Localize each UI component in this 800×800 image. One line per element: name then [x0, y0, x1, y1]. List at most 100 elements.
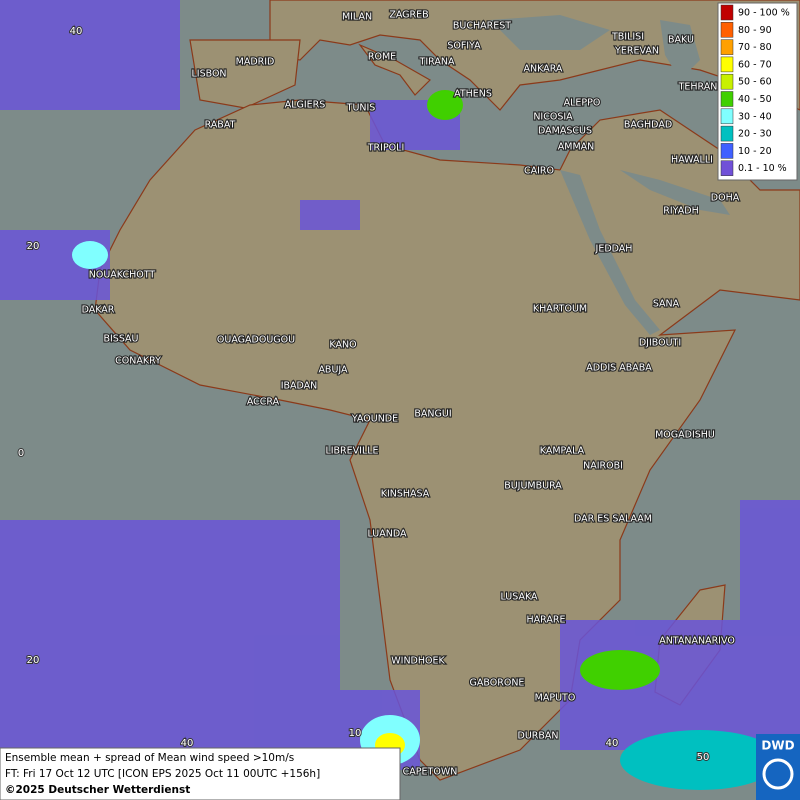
city-label: BUCHAREST	[453, 21, 511, 32]
city-label: ALEPPO	[564, 98, 601, 109]
city-label: JEDDAH	[595, 244, 633, 255]
city-label: LISBON	[191, 69, 226, 80]
legend-label: 0.1 - 10 %	[738, 163, 787, 174]
red-sea	[560, 170, 660, 335]
city-label: ANKARA	[524, 64, 563, 75]
legend-swatch	[720, 73, 734, 90]
grid-label: 10	[349, 728, 362, 739]
city-label: DAR ES SALAAM	[574, 514, 652, 525]
legend-label: 60 - 70	[738, 59, 772, 70]
gulf	[620, 170, 730, 215]
city-label: LUANDA	[367, 529, 407, 540]
logo: DWD	[761, 739, 794, 753]
city-label: BANGUI	[414, 409, 451, 420]
city-label: YEREVAN	[614, 46, 659, 57]
legend-label: 20 - 30	[738, 129, 772, 140]
legend-swatch	[720, 143, 734, 159]
city-label: CAIRO	[524, 166, 554, 177]
city-label: NAIROBI	[583, 461, 623, 472]
legend-label: 70 - 80	[738, 42, 772, 53]
legend-label: 10 - 20	[738, 146, 772, 157]
city-label: NOUAKCHOTT	[89, 270, 156, 281]
city-label: ROME	[368, 52, 396, 63]
italy	[358, 43, 431, 96]
logo-icon	[762, 758, 794, 790]
city-label: MAPUTO	[535, 693, 576, 704]
city-label: KAMPALA	[540, 446, 585, 457]
city-label: SANA	[653, 299, 680, 310]
city-label: MOGADISHU	[655, 430, 715, 441]
city-label: HARARE	[527, 615, 566, 626]
legend-swatch	[720, 4, 734, 21]
city-label: NICOSIA	[533, 112, 573, 123]
city-label: IBADAN	[281, 381, 318, 392]
city-label: YAOUNDE	[351, 414, 398, 425]
footer-line: Ensemble mean + spread of Mean wind spee…	[5, 752, 294, 764]
city-label: ANTANANARIVO	[659, 636, 735, 647]
caspian	[660, 20, 700, 80]
city-label: ACCRA	[247, 397, 280, 408]
city-label: DAKAR	[82, 305, 115, 316]
legend-label: 50 - 60	[738, 77, 772, 88]
city-label: MADRID	[236, 57, 275, 68]
legend-swatch	[720, 56, 734, 73]
legend-swatch	[720, 22, 734, 38]
legend-swatch	[720, 91, 734, 107]
city-label: BAGHDAD	[624, 120, 672, 131]
city-label: BUJUMBURA	[504, 481, 562, 492]
legend-label: 30 - 40	[738, 111, 772, 122]
city-label: TBILISI	[611, 32, 644, 43]
city-label: LUSAKA	[500, 592, 538, 603]
city-label: CONAKRY	[115, 356, 161, 367]
city-label: RABAT	[205, 120, 236, 131]
legend-swatch	[720, 160, 734, 176]
city-label: LIBREVILLE	[325, 446, 378, 457]
grid-label: 40	[70, 26, 83, 37]
city-label: ATHENS	[454, 89, 492, 100]
legend-label: 40 - 50	[738, 94, 772, 105]
wind-core	[72, 90, 780, 790]
city-label: HAWALLI	[671, 155, 713, 166]
city-label: DOHA	[711, 193, 740, 204]
city-label: KANO	[329, 340, 356, 351]
city-label: ZAGREB	[389, 10, 428, 21]
city-label: TRIPOLI	[367, 143, 405, 154]
city-label: RIYADH	[663, 206, 698, 217]
city-label: AMMAN	[558, 142, 595, 153]
city-labels: MILAN ZAGREB BUCHAREST TBILISI BAKU SOFIYA YER…	[80, 8, 740, 778]
city-label: CAPETOWN	[403, 767, 458, 778]
legend: 90 - 100 % 80 - 90 70 - 80 60 - 70 50 - 60 40…	[720, 4, 790, 176]
footer-box	[0, 747, 401, 800]
city-label: ABUJA	[318, 365, 348, 376]
black-sea	[490, 15, 610, 50]
grid-label: 50	[697, 752, 710, 763]
city-label: DURBAN	[518, 731, 559, 742]
legend-swatch	[720, 39, 734, 55]
city-label: TIRANA	[419, 57, 455, 68]
grid-label: 0	[18, 448, 24, 459]
city-label: OUAGADOUGOU	[217, 335, 295, 346]
footer-line: FT: Fri 17 Oct 12 UTC [ICON EPS 2025 Oct…	[5, 768, 320, 780]
grid-label: 40	[181, 738, 194, 749]
legend-label: 90 - 100 %	[738, 8, 790, 19]
inland-seas	[490, 15, 730, 335]
grid-labels: 40 20 0 20 40 10 40 50	[17, 25, 711, 764]
legend-label: 80 - 90	[738, 25, 772, 36]
grid-label: 40	[606, 738, 619, 749]
wind-spread	[0, 0, 800, 770]
city-label: SOFIYA	[447, 41, 481, 52]
grid-label: 20	[27, 655, 40, 666]
city-label: TEHRAN	[678, 82, 718, 93]
grid-label: 20	[27, 241, 40, 252]
footer-line: ©2025 Deutscher Wetterdienst	[5, 784, 190, 796]
city-label: MILAN	[342, 12, 372, 23]
city-label: BAKU	[668, 35, 694, 46]
iberia	[189, 39, 301, 109]
city-label: TUNIS	[346, 103, 376, 114]
africa-arabia	[94, 99, 800, 781]
city-label: KINSHASA	[381, 489, 430, 500]
legend-swatch	[720, 108, 734, 125]
city-label: WINDHOEK	[391, 656, 445, 667]
city-label: DJIBOUTI	[639, 338, 681, 349]
city-label: GABORONE	[470, 678, 525, 689]
